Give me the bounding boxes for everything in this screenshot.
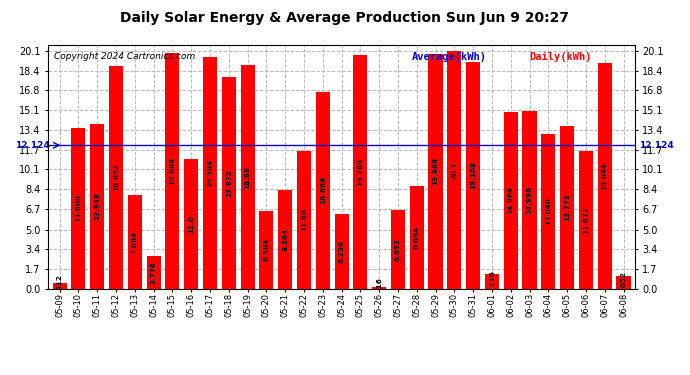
Bar	[241, 65, 255, 289]
Text: 12.124: 12.124	[15, 141, 50, 150]
Bar	[146, 256, 161, 289]
Bar	[71, 128, 86, 289]
Text: 13.048: 13.048	[545, 198, 551, 225]
Text: Daily(kWh): Daily(kWh)	[529, 53, 592, 62]
Bar	[52, 283, 67, 289]
Bar	[466, 62, 480, 289]
Text: 19.044: 19.044	[602, 162, 608, 190]
Text: Daily Solar Energy & Average Production Sun Jun 9 20:27: Daily Solar Energy & Average Production …	[121, 11, 569, 25]
Bar	[410, 186, 424, 289]
Text: 1.052: 1.052	[620, 271, 627, 294]
Bar	[504, 112, 518, 289]
Bar	[316, 92, 330, 289]
Text: 6.584: 6.584	[264, 238, 269, 261]
Text: 8.364: 8.364	[282, 228, 288, 251]
Bar	[541, 134, 555, 289]
Bar	[598, 63, 612, 289]
Text: 18.88: 18.88	[244, 165, 250, 189]
Bar	[447, 51, 462, 289]
Bar	[616, 276, 631, 289]
Text: 11.68: 11.68	[301, 208, 307, 231]
Bar	[203, 57, 217, 289]
Text: 19.884: 19.884	[169, 157, 175, 185]
Bar	[485, 274, 499, 289]
Text: 6.296: 6.296	[339, 240, 344, 263]
Text: 11.0: 11.0	[188, 215, 194, 232]
Text: 12.124: 12.124	[640, 141, 674, 150]
Text: 6.692: 6.692	[395, 238, 401, 261]
Text: 2.776: 2.776	[150, 261, 157, 284]
Bar	[128, 195, 142, 289]
Text: 16.668: 16.668	[319, 176, 326, 204]
Text: 19.768: 19.768	[357, 158, 364, 186]
Text: 20.1: 20.1	[451, 161, 457, 179]
Bar	[353, 55, 367, 289]
Bar	[522, 111, 537, 289]
Text: 18.852: 18.852	[113, 163, 119, 191]
Bar	[184, 159, 198, 289]
Text: 19.168: 19.168	[470, 161, 476, 189]
Text: 1.216: 1.216	[489, 270, 495, 293]
Text: 8.664: 8.664	[414, 226, 420, 249]
Bar	[391, 210, 405, 289]
Bar	[166, 54, 179, 289]
Text: 0.512: 0.512	[57, 274, 63, 297]
Text: 19.868: 19.868	[433, 157, 439, 185]
Bar	[372, 287, 386, 289]
Bar	[579, 151, 593, 289]
Text: Average(kWh): Average(kWh)	[412, 53, 487, 62]
Bar	[221, 77, 236, 289]
Text: 19.584: 19.584	[207, 159, 213, 187]
Bar	[428, 54, 442, 289]
Bar	[278, 190, 292, 289]
Bar	[297, 150, 311, 289]
Bar	[109, 66, 123, 289]
Text: 11.672: 11.672	[583, 206, 589, 234]
Bar	[90, 124, 104, 289]
Text: 14.996: 14.996	[526, 186, 533, 214]
Text: 14.964: 14.964	[508, 186, 514, 214]
Text: 13.772: 13.772	[564, 194, 570, 221]
Text: Copyright 2024 Cartronics.com: Copyright 2024 Cartronics.com	[55, 53, 195, 61]
Bar	[259, 211, 273, 289]
Bar	[560, 126, 574, 289]
Text: 7.884: 7.884	[132, 231, 138, 254]
Text: 17.872: 17.872	[226, 169, 232, 197]
Text: 0.116: 0.116	[376, 277, 382, 300]
Text: 13.608: 13.608	[75, 194, 81, 222]
Text: 13.948: 13.948	[94, 192, 100, 220]
Bar	[335, 214, 348, 289]
